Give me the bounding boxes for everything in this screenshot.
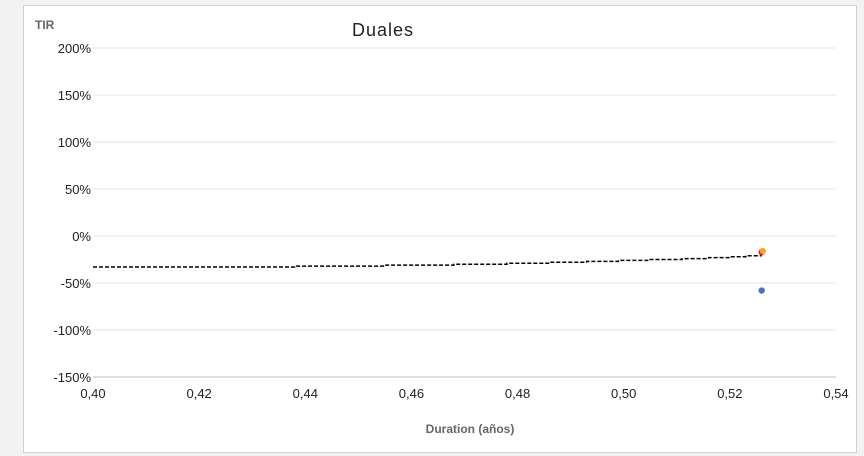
x-axis-title: Duration (años): [426, 422, 515, 436]
y-tick-label: -100%: [53, 323, 91, 338]
chart-frame: -150% -100% -50% 0% 50% 100% 150% 200% 0,40 0,42 0…: [23, 5, 857, 453]
grid-lines: [93, 47, 836, 378]
data-point: [759, 247, 766, 255]
x-tick-label: 0,54: [823, 386, 848, 401]
y-tick-label: 150%: [58, 88, 92, 103]
y-tick-label: 200%: [58, 41, 92, 56]
data-point: [758, 287, 765, 294]
chart-title: Duales: [352, 20, 414, 40]
y-tick-label: 100%: [58, 135, 92, 150]
y-tick-label: 0%: [72, 229, 91, 244]
x-tick-label: 0,48: [505, 386, 530, 401]
trend-line: [93, 254, 762, 268]
x-tick-label: 0,46: [399, 386, 424, 401]
y-axis-title: TIR: [35, 18, 55, 32]
series-layer: [93, 247, 766, 294]
x-tick-label: 0,52: [717, 386, 742, 401]
x-tick-label: 0,44: [293, 386, 318, 401]
x-tick-label: 0,50: [611, 386, 636, 401]
tick-labels: -150% -100% -50% 0% 50% 100% 150% 200% 0,40 0,42 0…: [53, 41, 848, 401]
y-tick-label: 50%: [65, 182, 91, 197]
y-tick-label: -50%: [61, 276, 92, 291]
x-tick-label: 0,42: [186, 386, 211, 401]
chart-svg: -150% -100% -50% 0% 50% 100% 150% 200% 0,40 0,42 0…: [35, 18, 849, 436]
x-tick-label: 0,40: [80, 386, 105, 401]
y-tick-label: -150%: [53, 370, 91, 385]
